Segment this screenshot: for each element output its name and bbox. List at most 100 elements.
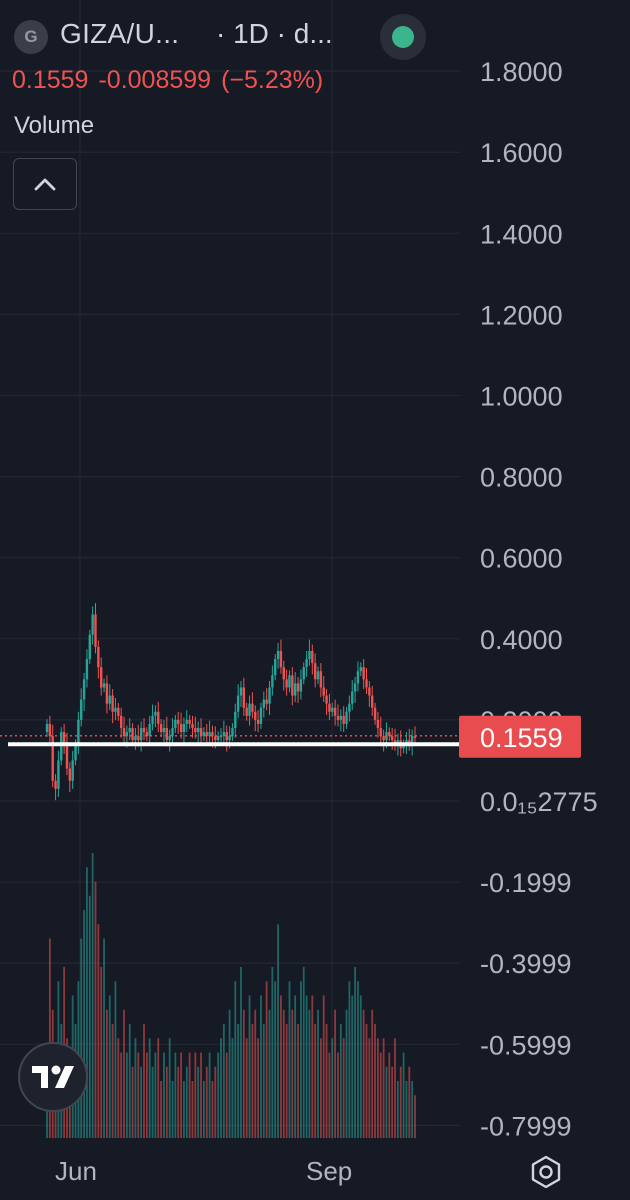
candle-body [336, 715, 340, 720]
candle-body [279, 650, 283, 668]
y-axis-tick-label: 0.0₁₅2775 [480, 787, 598, 817]
volume-bar [125, 1052, 128, 1138]
volume-bar [291, 1009, 294, 1138]
candle-body [345, 711, 348, 724]
candle-body [128, 728, 131, 733]
volume-bar [151, 1066, 154, 1138]
volume-bar [274, 981, 277, 1138]
volume-bar [319, 1038, 322, 1138]
candle-body [390, 736, 394, 741]
volume-bar [145, 1052, 148, 1138]
collapse-legend-button[interactable] [13, 158, 77, 210]
volume-indicator-label[interactable]: Volume [14, 112, 95, 139]
candle-body [282, 667, 285, 680]
volume-bar [305, 995, 308, 1138]
candle-body [256, 719, 260, 724]
candle-body [351, 691, 354, 704]
candle-body [402, 744, 405, 749]
candle-body [85, 659, 89, 680]
interval-label[interactable]: · 1D · d... [216, 18, 333, 49]
candle-body [154, 711, 157, 716]
volume-bar [100, 967, 103, 1138]
candle-body [214, 736, 217, 741]
candle-body [231, 728, 234, 737]
volume-bar [262, 1024, 265, 1138]
candle-body [65, 744, 69, 769]
candle-body [339, 715, 343, 720]
candle-body [296, 683, 300, 692]
market-status-dot-icon [392, 26, 414, 48]
candle-body [313, 663, 317, 680]
candle-body [239, 687, 243, 696]
volume-bar [411, 1081, 414, 1138]
volume-bar [106, 1009, 108, 1138]
volume-bar [214, 1066, 217, 1138]
candle-body [371, 695, 374, 708]
volume-bar [288, 981, 291, 1138]
volume-bar [185, 1066, 188, 1138]
candle-body [356, 671, 360, 684]
candle-body [171, 728, 174, 737]
volume-bar [91, 853, 94, 1138]
volume-bar [108, 995, 111, 1138]
volume-bar [354, 967, 356, 1138]
volume-bar [48, 938, 51, 1138]
candle-body [91, 614, 94, 635]
candle-body [205, 732, 208, 737]
volume-bar [357, 981, 359, 1138]
volume-bar [83, 910, 85, 1138]
volume-bar [114, 981, 117, 1138]
volume-bar [94, 881, 97, 1138]
settings-gear-icon[interactable] [528, 1154, 564, 1190]
y-axis-tick-label: 1.8000 [480, 57, 563, 87]
candle-body [331, 707, 334, 712]
x-axis-tick-label: Jun [55, 1156, 97, 1186]
candle-body [234, 711, 237, 729]
candle-body [265, 699, 268, 704]
candle-body [196, 728, 200, 733]
candle-body [211, 732, 214, 737]
candle-body [348, 703, 351, 712]
symbol-logo-icon[interactable]: G [14, 20, 48, 54]
candle-body [71, 760, 74, 781]
candle-body [74, 744, 77, 761]
volume-bar [368, 1038, 371, 1138]
volume-bar [345, 1009, 348, 1138]
candle-body [410, 736, 414, 745]
market-status-button[interactable] [380, 14, 426, 60]
candle-body [285, 679, 288, 688]
tradingview-logo-icon[interactable] [18, 1042, 88, 1112]
candle-body [194, 728, 197, 733]
volume-bar [143, 1024, 145, 1138]
volume-bar [414, 1095, 416, 1138]
candle-body [333, 707, 337, 716]
candle-body [80, 699, 83, 720]
y-axis-tick-label: -0.3999 [480, 949, 572, 979]
symbol-title[interactable]: GIZA/U... [60, 18, 180, 49]
candle-body [111, 695, 114, 712]
chevron-up-icon [34, 178, 56, 191]
volume-bar [408, 1066, 411, 1138]
candle-body [248, 703, 251, 716]
volume-bar [388, 1052, 391, 1138]
volume-bar [180, 1052, 182, 1138]
volume-bar [268, 1009, 271, 1138]
candle-body [68, 768, 72, 781]
candle-body [165, 728, 169, 741]
candle-body [182, 723, 186, 733]
candle-body [216, 736, 220, 741]
candle-body [305, 659, 308, 668]
candle-body [291, 675, 294, 696]
candle-body [54, 780, 57, 789]
y-axis-tick-label: 0.8000 [480, 463, 563, 493]
candle-body [268, 687, 271, 704]
candle-body [288, 675, 291, 688]
chart-header: G GIZA/U... · 1D · d... 0.1559 -0.008599 (… [0, 0, 630, 150]
volume-bar [188, 1052, 191, 1138]
volume-bar [251, 1024, 254, 1138]
volume-bar [220, 1038, 222, 1138]
candle-body [228, 736, 231, 741]
candle-body [322, 687, 325, 696]
volume-bar [325, 1024, 328, 1138]
